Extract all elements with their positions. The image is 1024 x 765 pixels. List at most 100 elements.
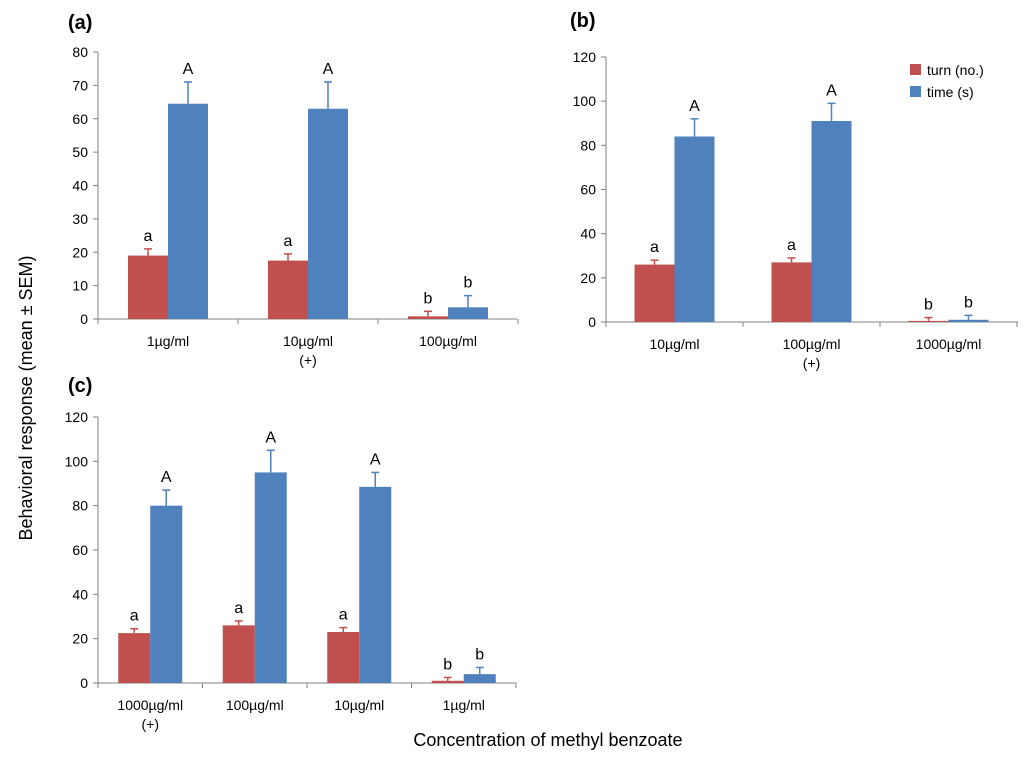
y-tick-label: 70 [72,77,88,93]
significance-letter: A [689,98,700,115]
legend-label: time (s) [927,84,974,100]
panel-label: (c) [68,375,92,397]
x-tick-label-line: 10µg/ml [649,336,699,352]
x-tick-label-line: (+) [803,355,821,371]
bar-time [463,674,496,683]
y-tick-label: 30 [72,211,88,227]
legend-swatch [910,86,921,97]
significance-letter: A [323,61,334,78]
bar-turn [327,632,360,683]
x-tick-label-line: (+) [299,352,317,368]
y-tick-label: 120 [573,49,597,65]
significance-letter: a [339,607,348,624]
bar-turn [128,255,168,319]
bar-turn [118,633,151,683]
y-tick-label: 60 [580,182,596,198]
panel-label: (a) [68,12,92,34]
bar-time [948,319,989,322]
bar-time [674,136,715,322]
bar-turn [634,264,675,322]
x-tick-label-line: 10µg/ml [283,333,333,349]
x-tick-label-line: 1µg/ml [147,333,189,349]
significance-letter: b [464,275,473,292]
x-tick-label-line: 100µg/ml [226,697,284,713]
y-tick-label: 20 [72,244,88,260]
y-tick-label: 10 [72,278,88,294]
y-tick-label: 0 [588,314,596,330]
significance-letter: A [370,451,381,468]
x-tick-label: 100µg/ml [419,333,477,349]
y-tick-label: 40 [72,178,88,194]
y-tick-label: 100 [573,93,597,109]
y-tick-label: 60 [72,111,88,127]
bar-time [150,505,183,683]
legend-label: turn (no.) [927,62,984,78]
bar-turn [268,260,308,319]
significance-letter: b [924,297,933,314]
bar-turn [222,625,255,683]
x-tick-label: 10µg/ml [649,336,699,352]
panel-label: (b) [570,10,596,32]
x-axis-label: Concentration of methyl benzoate [413,730,682,750]
bar-turn [771,262,812,322]
significance-letter: A [826,82,837,99]
panel-a: (a) 0 10 20 30 40 50 60 70 80 1µg/ml 10µg/ml (+) 100µ… [68,12,519,368]
y-tick-label: 40 [72,586,88,602]
x-tick-label-line: (+) [142,716,160,732]
significance-letter: a [130,608,139,625]
bar-time [448,307,488,319]
y-tick-label: 20 [72,631,88,647]
legend-swatch [910,64,921,75]
x-tick-label: 1µg/ml [147,333,189,349]
bar-time [254,472,287,683]
x-tick-label-line: 10µg/ml [334,697,384,713]
panel-b: (b) 0 20 40 60 80 100 120 10µg/ml 100µg/ml (+) 1000… [570,10,1018,371]
x-tick-label: 100µg/ml [226,697,284,713]
bar-time [168,103,208,319]
y-tick-label: 50 [72,144,88,160]
x-tick-label-line: 100µg/ml [783,336,841,352]
y-tick-label: 100 [65,453,89,469]
y-tick-label: 80 [72,498,88,514]
y-tick-label: 80 [580,137,596,153]
y-tick-label: 40 [580,226,596,242]
bar-turn [431,680,464,683]
y-tick-label: 0 [80,311,88,327]
significance-letter: b [424,290,433,307]
bar-time [308,108,348,319]
x-tick-label: 1000µg/ml (+) [117,697,183,732]
bar-time [359,486,392,683]
significance-letter: a [144,228,153,245]
y-tick-label: 80 [72,44,88,60]
bar-time [811,121,852,323]
significance-letter: a [234,600,243,617]
x-tick-label: 10µg/ml (+) [283,333,333,368]
y-tick-label: 0 [80,675,88,691]
significance-letter: a [284,233,293,250]
significance-letter: a [650,239,659,256]
significance-letter: b [964,294,973,311]
x-tick-label-line: 1000µg/ml [916,336,982,352]
bar-turn [908,320,949,322]
significance-letter: A [265,429,276,446]
x-tick-label-line: 100µg/ml [419,333,477,349]
x-tick-label: 10µg/ml [334,697,384,713]
y-axis-label: Behavioral response (mean ± SEM) [16,255,36,540]
panel-c: (c) 0 20 40 60 80 100 120 1000µg/ml (+) 100µg/ml 10… [65,375,517,732]
x-tick-label-line: 1000µg/ml [117,697,183,713]
x-tick-label: 100µg/ml (+) [783,336,841,371]
significance-letter: A [183,61,194,78]
y-tick-label: 60 [72,542,88,558]
x-tick-label: 1000µg/ml [916,336,982,352]
bar-turn [408,316,448,319]
y-tick-label: 120 [65,409,89,425]
significance-letter: b [443,656,452,673]
y-tick-label: 20 [580,270,596,286]
significance-letter: b [475,646,484,663]
x-tick-label-line: 1µg/ml [443,697,485,713]
significance-letter: A [161,469,172,486]
significance-letter: a [787,237,796,254]
x-tick-label: 1µg/ml [443,697,485,713]
